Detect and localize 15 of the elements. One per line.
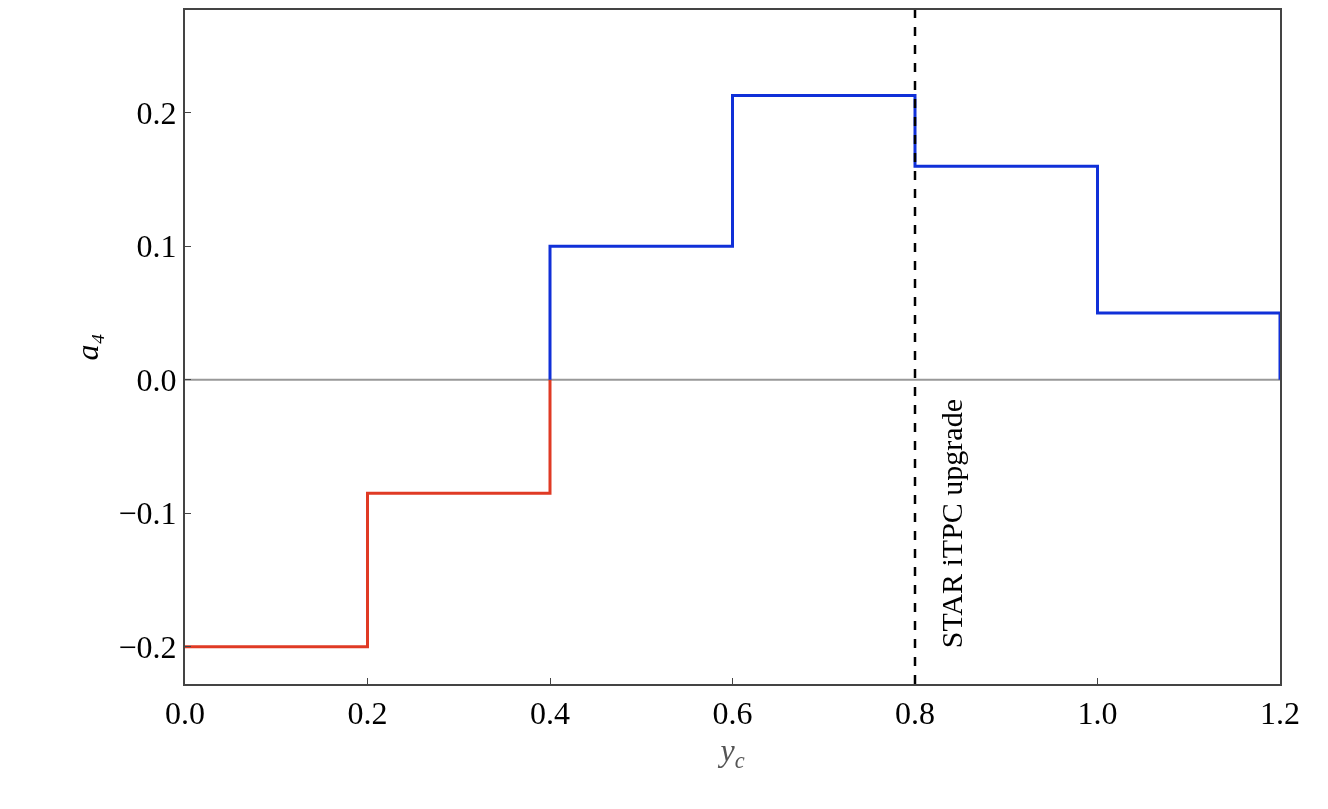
x-axis-title: y$_{c}$ (717, 731, 745, 773)
x-tick-label: 0.2 (347, 695, 388, 732)
x-tick-label: 0.0 (165, 695, 205, 732)
y-tick-label: −0.2 (118, 628, 177, 665)
x-tick-label: 0.6 (712, 695, 753, 732)
y-tick-label: 0.2 (136, 94, 177, 131)
y-axis-title: a₄ (69, 333, 106, 361)
ref-line-label: STAR iTPC upgrade (934, 399, 968, 649)
y-tick-label: −0.1 (118, 495, 177, 532)
x-tick-label: 0.8 (895, 695, 935, 732)
x-tick-label: 1.0 (1077, 695, 1118, 732)
y-tick-label: 0.0 (136, 361, 177, 398)
y-tick-label: 0.1 (136, 228, 177, 265)
x-tick-label: 1.2 (1260, 695, 1300, 732)
x-tick-label: 0.4 (530, 695, 570, 732)
